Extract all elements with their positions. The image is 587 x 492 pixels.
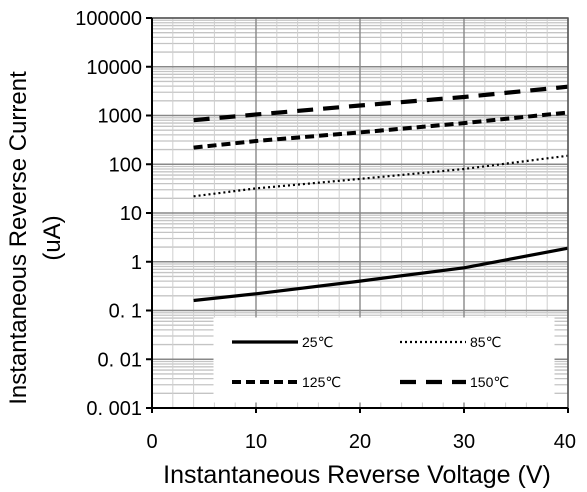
y-tick-label: 10000 — [86, 57, 142, 79]
y-tick-label: 100000 — [75, 8, 142, 30]
y-tick-labels: 100000 10000 1000 100 10 1 0. 1 0. 01 0. 001 — [75, 8, 142, 420]
series-line-2 — [193, 154, 569, 198]
legend-label-1: 25℃ — [302, 334, 333, 350]
y-tick-label: 1 — [131, 252, 142, 274]
series-line-4 — [193, 84, 569, 123]
y-tick-label: 0. 01 — [98, 349, 142, 371]
y-axis-label: Instantaneous Reverse Current (uA) — [5, 71, 66, 405]
x-tick-label: 40 — [554, 431, 576, 453]
x-tick-label: 0 — [146, 431, 157, 453]
x-tick-labels: 0 10 20 30 40 — [146, 431, 576, 453]
series-line-1 — [193, 246, 569, 303]
y-tick-label: 100 — [109, 154, 142, 176]
y-axis-label-line-1: Instantaneous Reverse Current — [5, 71, 32, 405]
legend: 25℃ 85℃ 125℃ 150℃ — [213, 317, 555, 403]
y-tick-label: 0. 001 — [86, 398, 142, 420]
series-lines — [193, 84, 569, 303]
axes — [146, 17, 569, 413]
x-tick-label: 30 — [453, 431, 475, 453]
y-tick-label: 1000 — [98, 106, 143, 128]
x-tick-label: 20 — [349, 431, 371, 453]
x-tick-label: 10 — [245, 431, 267, 453]
legend-box — [213, 317, 555, 403]
y-tick-label: 0. 1 — [109, 301, 142, 323]
y-axis-label-line-2: (uA) — [39, 215, 66, 260]
legend-label-2: 85℃ — [470, 334, 501, 350]
legend-label-4: 150℃ — [470, 374, 509, 390]
legend-label-3: 125℃ — [302, 374, 341, 390]
y-tick-label: 10 — [120, 203, 142, 225]
x-axis-label: Instantaneous Reverse Voltage (V) — [163, 461, 551, 489]
